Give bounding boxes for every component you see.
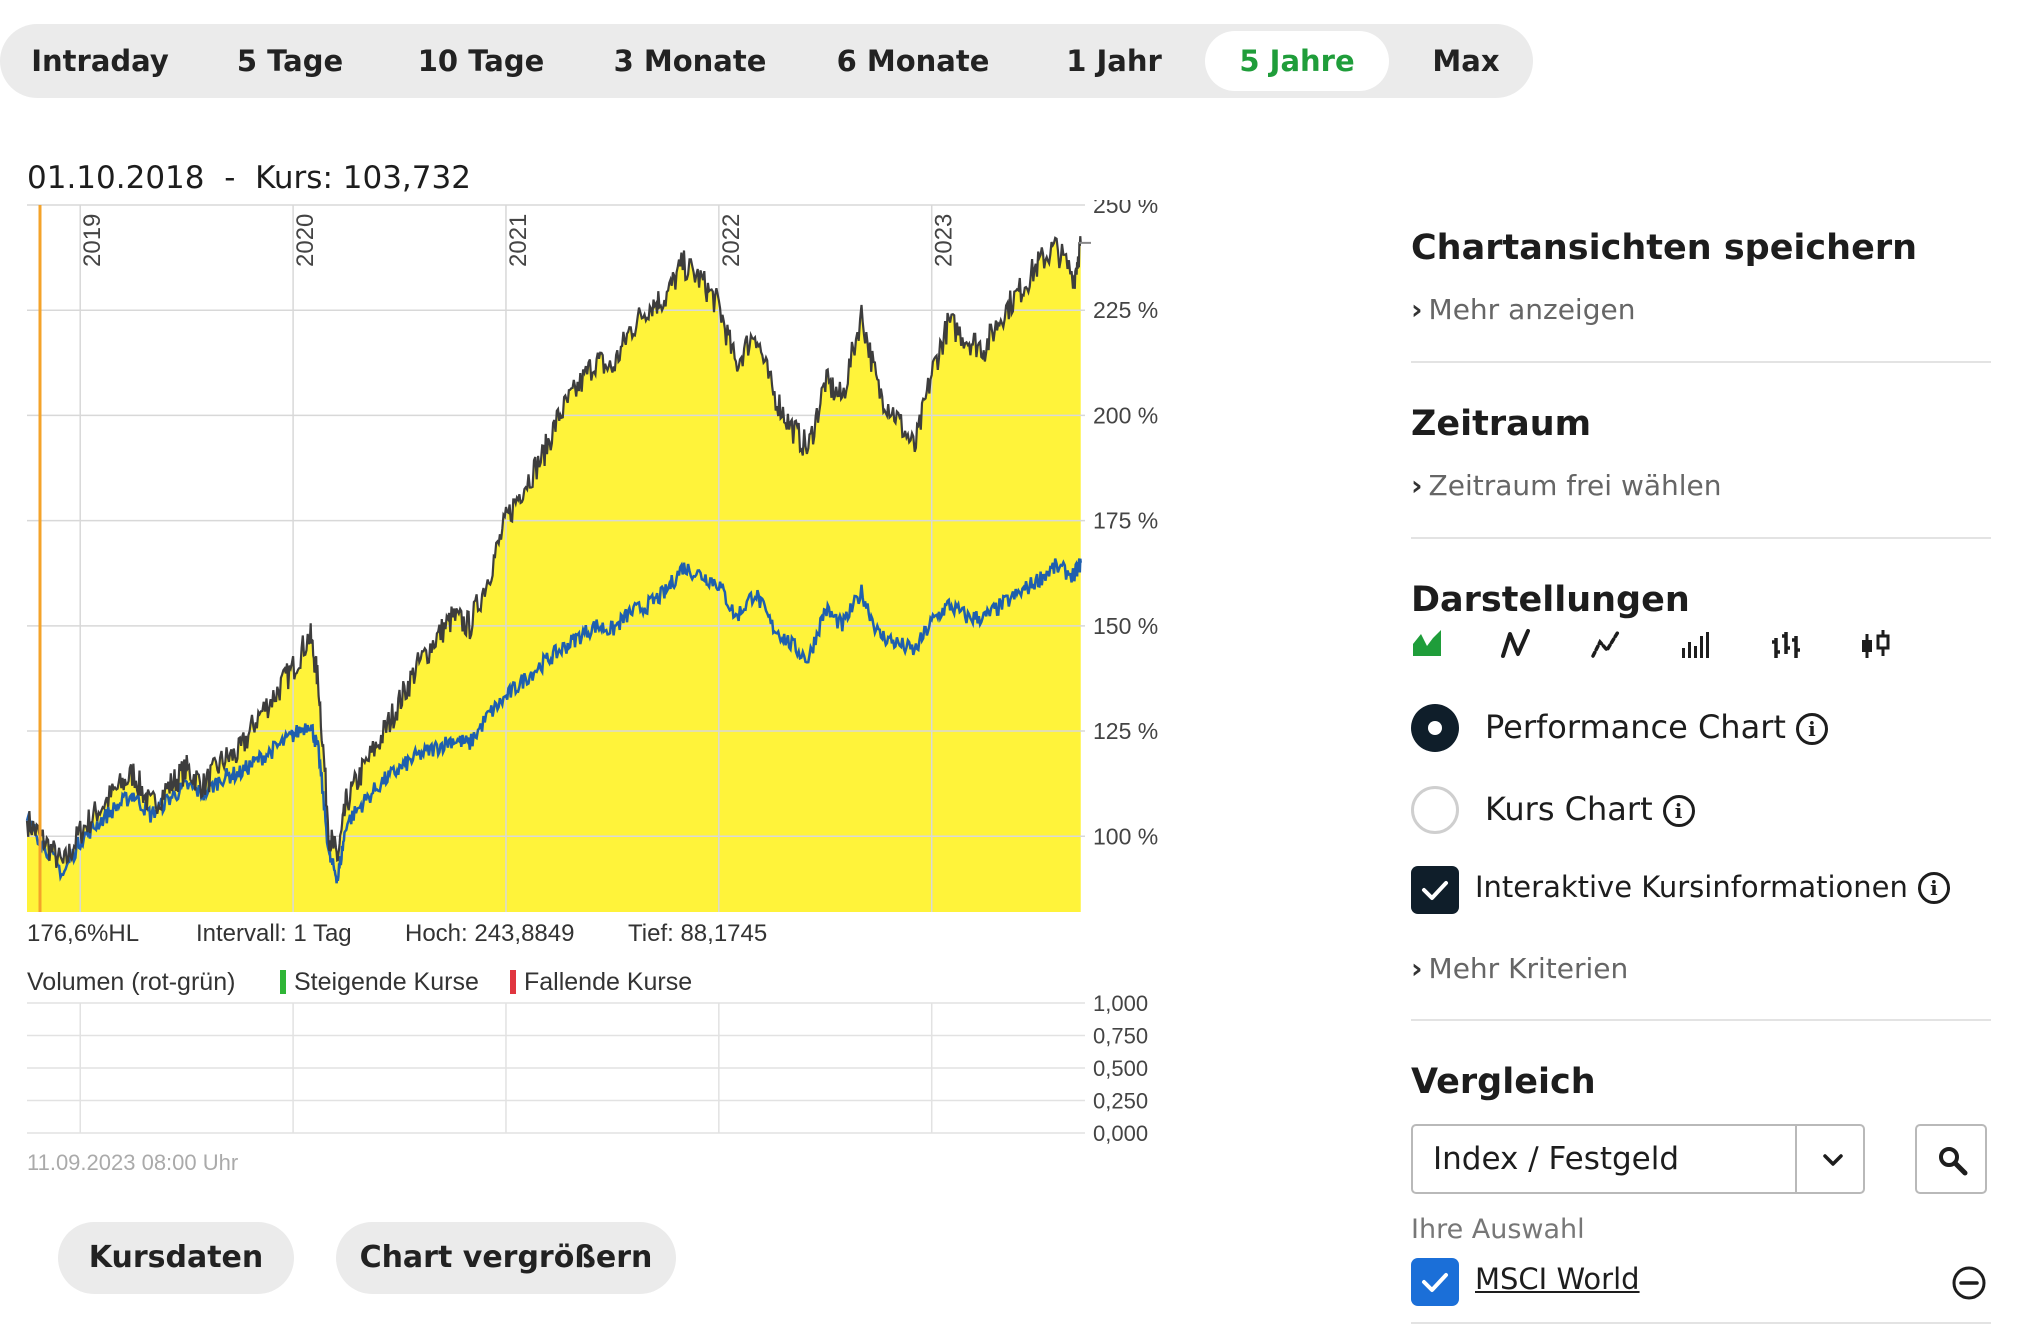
legend-steigend-label: Steigende Kurse bbox=[294, 968, 479, 996]
interaktive-kursinfo-checkbox[interactable] bbox=[1411, 866, 1459, 914]
kurs-chart-label: Kurs Chart bbox=[1485, 790, 1653, 828]
search-button[interactable] bbox=[1915, 1124, 1987, 1194]
y-tick-label: 250 % bbox=[1093, 200, 1158, 218]
timestamp: 11.09.2023 08:00 Uhr bbox=[27, 1150, 239, 1175]
fund-line bbox=[25, 236, 1082, 868]
vergleich-select[interactable]: Index / Festgeld bbox=[1411, 1124, 1865, 1194]
tab-3-monate[interactable]: 3 Monate bbox=[613, 44, 767, 78]
year-label: 2021 bbox=[505, 214, 532, 267]
save-views-title: Chartansichten speichern bbox=[1411, 228, 1918, 268]
zeitraum-link-label: Zeitraum frei wählen bbox=[1428, 469, 1722, 502]
volume-title: Volumen (rot-grün) bbox=[27, 968, 236, 996]
chevron-down-icon bbox=[1823, 1154, 1843, 1166]
darstellungen-title: Darstellungen bbox=[1411, 580, 1690, 620]
divider bbox=[1411, 1019, 1991, 1021]
legend-fallend-label: Fallende Kurse bbox=[524, 968, 693, 996]
mehr-anzeigen-label: Mehr anzeigen bbox=[1428, 293, 1636, 326]
performance-chart-option: Performance Chart i bbox=[1485, 708, 1828, 746]
divider bbox=[1411, 361, 1991, 363]
y-tick-label: 125 % bbox=[1093, 718, 1158, 744]
vergleich-title: Vergleich bbox=[1411, 1062, 1596, 1102]
kursdaten-button[interactable]: Kursdaten bbox=[58, 1222, 294, 1294]
crosshair-kurs: Kurs: 103,732 bbox=[255, 160, 471, 196]
info-icon[interactable]: i bbox=[1662, 795, 1695, 827]
chevron-right-icon: › bbox=[1411, 293, 1423, 326]
tab-max[interactable]: Max bbox=[1432, 44, 1500, 78]
check-icon bbox=[1422, 1273, 1448, 1292]
tab-1-jahr[interactable]: 1 Jahr bbox=[1066, 44, 1162, 78]
performance-chart[interactable]: 2019 2020 2021 2022 2023 250 % 225 % 200 % 175 %… bbox=[0, 200, 1200, 920]
chevron-right-icon: › bbox=[1411, 469, 1423, 502]
bar-chart-icon[interactable] bbox=[1680, 628, 1712, 660]
interaktive-kursinfo-label: Interaktive Kursinformationen bbox=[1475, 870, 1908, 904]
tab-intraday[interactable]: Intraday bbox=[31, 44, 169, 78]
zeitraum-link[interactable]: › Zeitraum frei wählen bbox=[1411, 469, 1722, 502]
msci-world-checkbox[interactable] bbox=[1411, 1258, 1459, 1306]
y-tick-label: 200 % bbox=[1093, 402, 1158, 428]
stat-tief: Tief: 88,1745 bbox=[628, 920, 768, 947]
msci-world-link[interactable]: MSCI World bbox=[1475, 1262, 1640, 1296]
chevron-right-icon: › bbox=[1411, 952, 1423, 985]
volume-chart: 1,000 0,750 0,500 0,250 0,000 bbox=[27, 995, 1148, 1145]
green-bar-icon bbox=[280, 970, 286, 994]
legend-steigend: Steigende Kurse bbox=[280, 968, 479, 997]
y-tick-label: 100 % bbox=[1093, 823, 1158, 849]
volume-tick-label: 0,500 bbox=[1093, 1056, 1148, 1081]
tab-5-tage[interactable]: 5 Tage bbox=[236, 44, 344, 78]
crosshair-separator: - bbox=[224, 160, 236, 196]
kurs-chart-option: Kurs Chart i bbox=[1485, 790, 1695, 828]
candlestick-chart-icon[interactable] bbox=[1860, 628, 1892, 660]
period-tabs: Intraday 5 Tage 10 Tage 3 Monate 6 Monat… bbox=[0, 24, 1533, 98]
volume-tick-label: 0,250 bbox=[1093, 1089, 1148, 1114]
year-label: 2020 bbox=[292, 214, 319, 267]
volume-tick-label: 0,000 bbox=[1093, 1121, 1148, 1145]
tab-10-tage[interactable]: 10 Tage bbox=[417, 44, 545, 78]
divider bbox=[1411, 537, 1991, 539]
year-label: 2019 bbox=[79, 214, 106, 267]
crosshair-info: 01.10.2018 - Kurs: 103,732 bbox=[27, 160, 471, 196]
red-bar-icon bbox=[510, 970, 516, 994]
stat-hoch: Hoch: 243,8849 bbox=[405, 920, 575, 947]
select-divider bbox=[1795, 1126, 1797, 1192]
area-chart-icon[interactable] bbox=[1411, 628, 1443, 660]
y-tick-label: 225 % bbox=[1093, 297, 1158, 323]
check-icon bbox=[1422, 881, 1448, 900]
volume-tick-label: 1,000 bbox=[1093, 995, 1148, 1016]
year-label: 2023 bbox=[931, 214, 958, 267]
dotted-line-chart-icon[interactable] bbox=[1590, 628, 1622, 660]
tab-6-monate[interactable]: 6 Monate bbox=[836, 44, 990, 78]
info-icon[interactable]: i bbox=[1795, 713, 1828, 745]
y-tick-label: 175 % bbox=[1093, 508, 1158, 534]
ohlc-chart-icon[interactable] bbox=[1770, 628, 1802, 660]
info-icon[interactable]: i bbox=[1917, 872, 1950, 904]
stat-hl: 176,6%HL bbox=[27, 920, 140, 947]
interaktive-kursinfo-option: Interaktive Kursinformationen i bbox=[1475, 870, 1950, 904]
line-chart-icon[interactable] bbox=[1500, 628, 1532, 660]
ihre-auswahl-label: Ihre Auswahl bbox=[1411, 1214, 1585, 1245]
zeitraum-title: Zeitraum bbox=[1411, 404, 1592, 444]
tab-5-jahre[interactable]: 5 Jahre bbox=[1205, 31, 1389, 91]
mehr-kriterien-link[interactable]: › Mehr Kriterien bbox=[1411, 952, 1628, 985]
vergleich-select-value: Index / Festgeld bbox=[1433, 1141, 1680, 1177]
crosshair-date: 01.10.2018 bbox=[27, 160, 205, 196]
search-icon bbox=[1939, 1147, 1968, 1176]
year-label: 2022 bbox=[718, 214, 745, 267]
remove-icon[interactable] bbox=[1951, 1265, 1987, 1301]
chart-vergroessern-button[interactable]: Chart vergrößern bbox=[336, 1222, 676, 1294]
mehr-anzeigen-link[interactable]: › Mehr anzeigen bbox=[1411, 293, 1635, 326]
y-tick-label: 150 % bbox=[1093, 613, 1158, 639]
divider bbox=[1411, 1322, 1991, 1324]
performance-chart-label: Performance Chart bbox=[1485, 708, 1786, 746]
legend-fallend: Fallende Kurse bbox=[510, 968, 692, 997]
volume-tick-label: 0,750 bbox=[1093, 1024, 1148, 1049]
stat-intervall: Intervall: 1 Tag bbox=[196, 920, 352, 947]
kurs-chart-radio[interactable] bbox=[1411, 786, 1459, 834]
performance-area bbox=[27, 236, 1081, 912]
mehr-kriterien-label: Mehr Kriterien bbox=[1428, 952, 1629, 985]
performance-chart-radio[interactable] bbox=[1411, 704, 1459, 752]
